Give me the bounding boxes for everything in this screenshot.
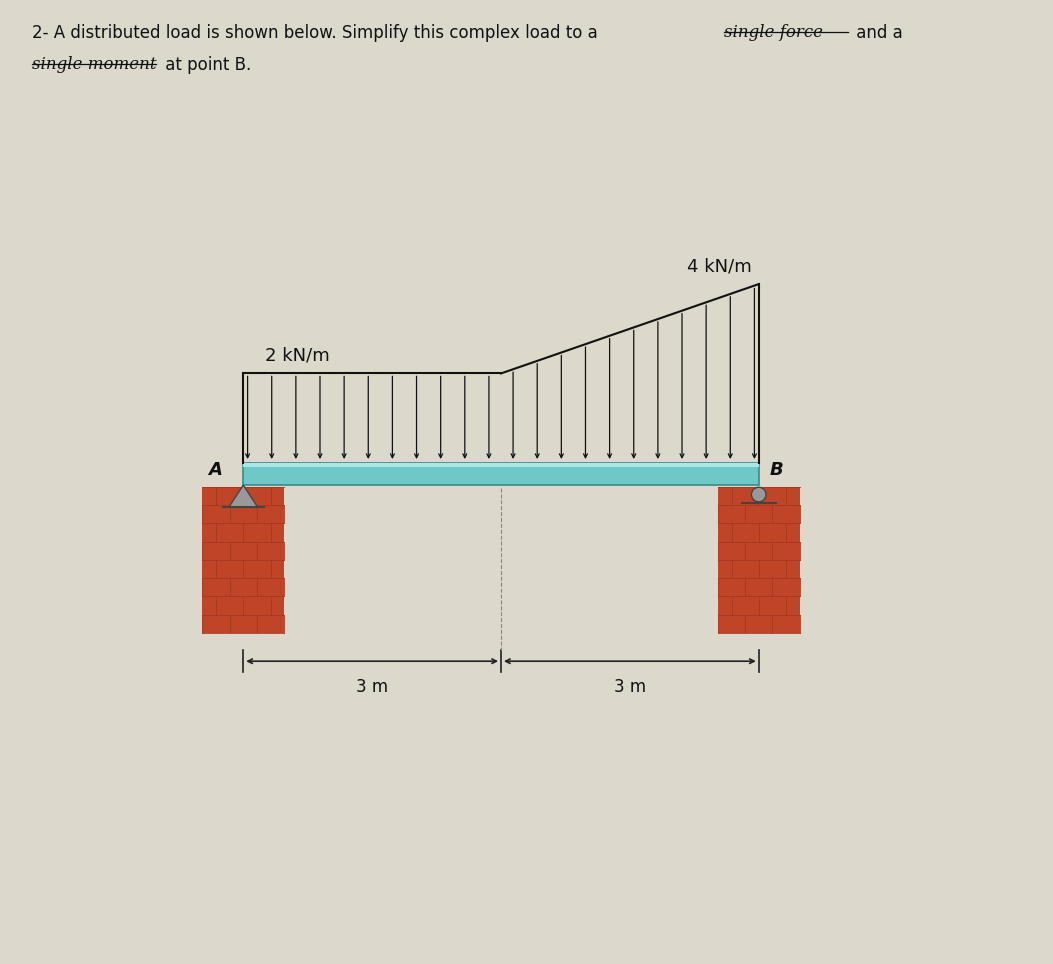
- Text: A: A: [207, 462, 222, 479]
- Text: 3 m: 3 m: [614, 679, 645, 696]
- Text: 2- A distributed load is shown below. Simplify this complex load to a: 2- A distributed load is shown below. Si…: [32, 24, 602, 42]
- Bar: [718, 487, 799, 632]
- Text: 4 kN/m: 4 kN/m: [688, 257, 752, 276]
- Polygon shape: [229, 485, 258, 507]
- Circle shape: [752, 487, 766, 502]
- Text: single force: single force: [724, 24, 823, 41]
- Text: B: B: [770, 462, 783, 479]
- Bar: [202, 487, 284, 632]
- Bar: [243, 463, 759, 485]
- Text: and a: and a: [851, 24, 902, 42]
- Bar: [243, 463, 759, 467]
- Text: single moment: single moment: [32, 56, 156, 73]
- Text: at point B.: at point B.: [160, 56, 252, 74]
- Text: 3 m: 3 m: [356, 679, 389, 696]
- Text: 2 kN/m: 2 kN/m: [264, 347, 330, 364]
